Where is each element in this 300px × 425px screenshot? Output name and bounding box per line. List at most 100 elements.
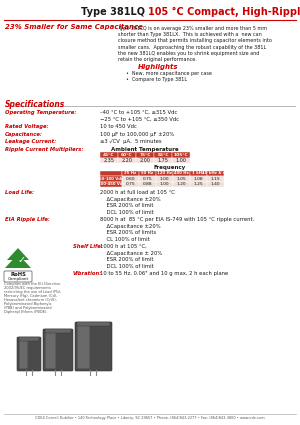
Text: (PBB) and Polybrominated: (PBB) and Polybrominated xyxy=(4,306,52,310)
Text: 2.20: 2.20 xyxy=(122,158,132,163)
Text: 0.60: 0.60 xyxy=(126,177,135,181)
Text: ΔCapacitance ± 20%: ΔCapacitance ± 20% xyxy=(100,250,162,255)
Text: restricting the use of Lead (Pb),: restricting the use of Lead (Pb), xyxy=(4,290,61,294)
Text: ✓: ✓ xyxy=(18,255,26,265)
Text: ΔCapacitance ±20%: ΔCapacitance ±20% xyxy=(100,196,160,201)
Text: 105°C: 105°C xyxy=(174,153,188,157)
Bar xyxy=(100,176,122,181)
Bar xyxy=(172,158,190,163)
Text: 50 Hz: 50 Hz xyxy=(141,171,154,175)
Bar xyxy=(172,152,190,158)
Text: 1.25: 1.25 xyxy=(194,182,203,186)
Text: 2002/95/EC requirements: 2002/95/EC requirements xyxy=(4,286,51,290)
Text: Type 381LQ is on average 23% smaller and more than 5 mm: Type 381LQ is on average 23% smaller and… xyxy=(118,26,267,31)
Text: 10 to 450 Vdc: 10 to 450 Vdc xyxy=(100,124,137,129)
Text: 60°C: 60°C xyxy=(121,153,133,157)
Bar xyxy=(136,158,154,163)
Bar xyxy=(154,152,172,158)
Text: 100-450 Vdc: 100-450 Vdc xyxy=(98,182,124,186)
Text: CL 100% of limit: CL 100% of limit xyxy=(100,236,150,241)
Text: closure method that permits installing capacitor elements into: closure method that permits installing c… xyxy=(118,38,272,43)
Text: Specifications: Specifications xyxy=(5,100,65,109)
Text: smaller cans.  Approaching the robust capability of the 381L: smaller cans. Approaching the robust cap… xyxy=(118,45,266,50)
Text: 1.40: 1.40 xyxy=(211,182,220,186)
Text: 1.00: 1.00 xyxy=(160,177,169,181)
Polygon shape xyxy=(7,248,29,260)
Bar xyxy=(77,322,110,326)
FancyBboxPatch shape xyxy=(77,325,89,368)
Bar xyxy=(156,170,173,176)
Text: Type 381LQ: Type 381LQ xyxy=(81,7,148,17)
Text: Complies with the EU Directive: Complies with the EU Directive xyxy=(4,282,60,286)
Bar xyxy=(207,181,224,187)
Text: Operating Temperature:: Operating Temperature: xyxy=(5,110,76,115)
Text: Polybrominated Biphenyls: Polybrominated Biphenyls xyxy=(4,302,51,306)
Text: CDE4 Cornell Dubilier • 140 Technology Place • Liberty, SC 29657 • Phone: (864)8: CDE4 Cornell Dubilier • 140 Technology P… xyxy=(35,416,265,420)
Text: 1.00: 1.00 xyxy=(176,158,186,163)
Text: 1.20: 1.20 xyxy=(177,182,186,186)
Text: −25 °C to +105 °C, ≥350 Vdc: −25 °C to +105 °C, ≥350 Vdc xyxy=(100,116,179,122)
Text: 120 Hz: 120 Hz xyxy=(157,171,172,175)
Bar xyxy=(100,181,122,187)
Text: 1.00: 1.00 xyxy=(160,182,169,186)
Bar xyxy=(173,181,190,187)
Text: Compliant: Compliant xyxy=(8,277,29,281)
Text: Ambient Temperature: Ambient Temperature xyxy=(111,147,179,151)
Text: 100 μF to 100,000 μF ±20%: 100 μF to 100,000 μF ±20% xyxy=(100,131,174,136)
Bar xyxy=(207,176,224,181)
Text: 23% Smaller for Same Capacitance: 23% Smaller for Same Capacitance xyxy=(5,24,143,30)
Text: Shelf Life:: Shelf Life: xyxy=(73,244,103,249)
Text: 45°C: 45°C xyxy=(103,153,115,157)
Bar xyxy=(139,176,156,181)
Text: 2.00: 2.00 xyxy=(140,158,150,163)
Text: •  New, more capacitance per case: • New, more capacitance per case xyxy=(126,71,212,76)
FancyBboxPatch shape xyxy=(20,340,28,368)
Text: shorter than Type 381LX.  This is achieved with a  new can: shorter than Type 381LX. This is achieve… xyxy=(118,32,262,37)
Text: DCL 100% of limit: DCL 100% of limit xyxy=(100,264,154,269)
Bar xyxy=(190,181,207,187)
Bar xyxy=(154,158,172,163)
Text: DCL 100% of limit: DCL 100% of limit xyxy=(100,210,154,215)
Text: Vibration:: Vibration: xyxy=(73,271,102,276)
Text: retain the original performance.: retain the original performance. xyxy=(118,57,197,62)
Bar xyxy=(156,181,173,187)
Bar xyxy=(156,176,173,181)
Text: 1 kHz: 1 kHz xyxy=(192,171,205,175)
Bar xyxy=(100,152,118,158)
Text: Frequency: Frequency xyxy=(154,165,186,170)
Bar xyxy=(173,170,190,176)
Text: 2000 h at full load at 105 °C: 2000 h at full load at 105 °C xyxy=(100,190,175,195)
Text: 400 Hz: 400 Hz xyxy=(174,171,189,175)
Text: 10 kHz & up: 10 kHz & up xyxy=(202,171,229,175)
Text: –40 °C to +105 °C, ≤315 Vdc: –40 °C to +105 °C, ≤315 Vdc xyxy=(100,110,177,115)
Text: 8000 h at  85 °C per EIA IS-749 with 105 °C ripple current.: 8000 h at 85 °C per EIA IS-749 with 105 … xyxy=(100,217,254,222)
Text: 2.35: 2.35 xyxy=(103,158,114,163)
Text: 1000 h at 105 °C,: 1000 h at 105 °C, xyxy=(100,244,147,249)
Text: Mercury (Hg), Cadmium (Cd),: Mercury (Hg), Cadmium (Cd), xyxy=(4,294,57,298)
Text: 1.05: 1.05 xyxy=(177,177,186,181)
Bar xyxy=(118,152,136,158)
FancyBboxPatch shape xyxy=(75,322,112,371)
Text: EIA Ripple Life:: EIA Ripple Life: xyxy=(5,217,50,222)
Text: RoHS: RoHS xyxy=(10,272,26,278)
Text: ESR 200% of limit: ESR 200% of limit xyxy=(100,257,154,262)
FancyBboxPatch shape xyxy=(17,337,41,371)
Bar xyxy=(45,329,71,333)
Text: ESR 200% of limits: ESR 200% of limits xyxy=(100,230,156,235)
Bar xyxy=(190,170,207,176)
Text: 1.75: 1.75 xyxy=(158,158,168,163)
Bar xyxy=(100,158,118,163)
FancyBboxPatch shape xyxy=(43,329,73,371)
Bar xyxy=(136,152,154,158)
FancyBboxPatch shape xyxy=(46,332,56,368)
Text: 0.75: 0.75 xyxy=(142,177,152,181)
Text: 105 °C Compact, High-Ripple Snap-in: 105 °C Compact, High-Ripple Snap-in xyxy=(148,7,300,17)
Bar xyxy=(139,181,156,187)
Text: 10 to 55 Hz, 0.06" and 10 g max, 2 h each plane: 10 to 55 Hz, 0.06" and 10 g max, 2 h eac… xyxy=(100,271,228,276)
FancyBboxPatch shape xyxy=(4,271,32,282)
Text: 0.88: 0.88 xyxy=(143,182,152,186)
Text: 50-100 Vdc: 50-100 Vdc xyxy=(99,177,123,181)
Bar xyxy=(139,170,156,176)
Bar xyxy=(100,170,122,176)
Text: 0.75: 0.75 xyxy=(126,182,135,186)
